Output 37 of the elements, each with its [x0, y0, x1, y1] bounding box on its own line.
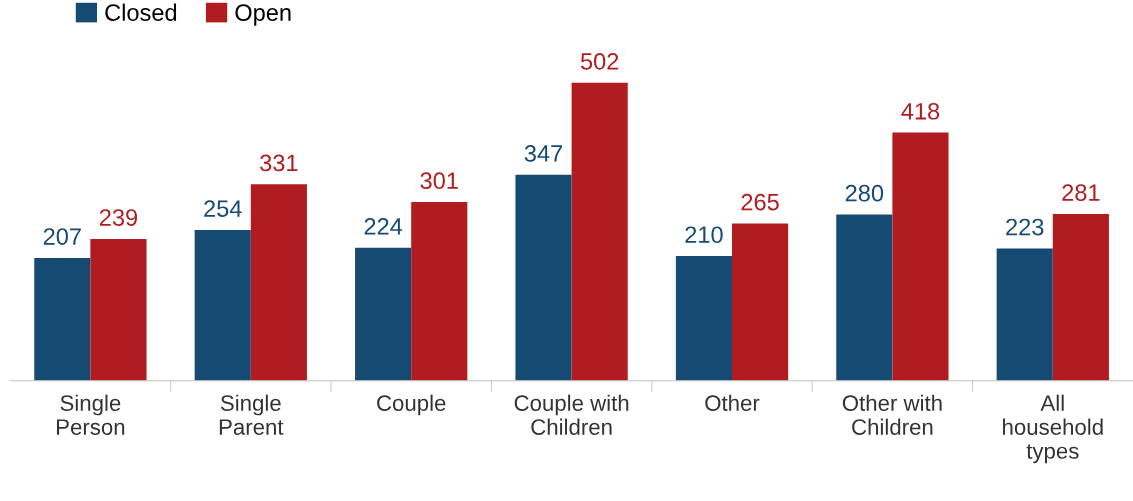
data-label: 254	[204, 200, 242, 217]
data-label: 347	[524, 145, 563, 162]
bar	[34, 257, 91, 381]
x-tick-label: Other with Children	[842, 394, 942, 435]
data-label: 280	[845, 184, 884, 202]
x-tick-label: Single Parent	[219, 394, 284, 435]
data-label: 502	[580, 53, 619, 70]
bar	[194, 229, 251, 381]
bar	[90, 238, 147, 381]
legend-label: Closed	[105, 3, 177, 21]
data-label: 281	[1062, 184, 1100, 201]
bar	[675, 256, 732, 381]
bar	[892, 132, 949, 381]
bar	[1052, 213, 1109, 381]
bar	[571, 82, 628, 381]
data-label: 224	[364, 218, 403, 235]
x-tick-label: Couple with Children	[514, 394, 629, 435]
data-label: 210	[685, 226, 723, 244]
data-label: 301	[420, 172, 458, 190]
data-label: 207	[43, 228, 81, 245]
data-label: 418	[901, 102, 940, 120]
bar	[836, 214, 893, 381]
bar	[996, 248, 1053, 381]
x-tick-label: Other	[705, 394, 760, 411]
x-tick-label: Couple	[377, 394, 446, 416]
data-label: 265	[741, 193, 779, 211]
bar	[515, 174, 572, 381]
bar	[732, 223, 789, 381]
bar	[411, 202, 468, 381]
bar	[250, 184, 307, 381]
x-tick-label: All household types	[1003, 394, 1103, 464]
data-label: 223	[1006, 218, 1044, 236]
data-label: 331	[260, 154, 298, 172]
x-tick-label: Single Person	[57, 394, 125, 435]
bar	[355, 247, 412, 381]
legend-label: Open	[235, 4, 291, 26]
data-label: 239	[99, 209, 138, 226]
